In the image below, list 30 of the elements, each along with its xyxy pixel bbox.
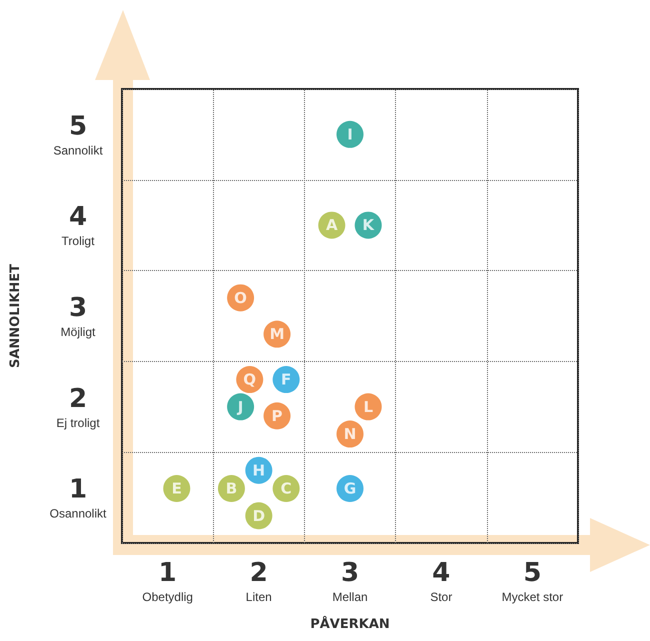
data-label: N: [344, 425, 356, 444]
data-label: J: [236, 398, 244, 416]
data-label: K: [362, 216, 376, 234]
data-label: F: [281, 370, 292, 389]
x-tick-label: 3 Mellan: [332, 558, 368, 604]
data-label: A: [326, 216, 338, 234]
x-axis-title: PÅVERKAN: [310, 615, 390, 632]
x-tick-label: 1 Obetydlig: [142, 558, 193, 604]
data-label: G: [344, 480, 356, 498]
y-axis-title: SANNOLIKHET: [8, 264, 23, 368]
data-label: E: [172, 480, 182, 498]
x-tick-label: 4 Stor: [430, 558, 452, 604]
y-tick-label: 4 Troligt: [62, 202, 96, 248]
x-tick-label: 5 Mycket stor: [502, 558, 564, 604]
y-tick-label: 1 Osannolikt: [50, 474, 108, 521]
data-label: M: [270, 325, 285, 344]
data-label: D: [252, 506, 266, 525]
data-label: Q: [243, 370, 256, 389]
y-tick-label: 2 Ej troligt: [56, 384, 100, 430]
x-tick-label: 2 Liten: [246, 558, 272, 604]
point: [336, 120, 364, 148]
data-label: I: [347, 125, 353, 144]
data-label: B: [226, 480, 238, 498]
data-label: H: [252, 461, 266, 480]
data-label: C: [280, 480, 292, 498]
data-label: P: [272, 406, 283, 425]
y-tick-label: 5 Sannolikt: [53, 111, 104, 158]
data-label: O: [234, 288, 247, 307]
data-label: L: [363, 398, 374, 416]
y-tick-label: 3 Möjligt: [60, 293, 96, 339]
